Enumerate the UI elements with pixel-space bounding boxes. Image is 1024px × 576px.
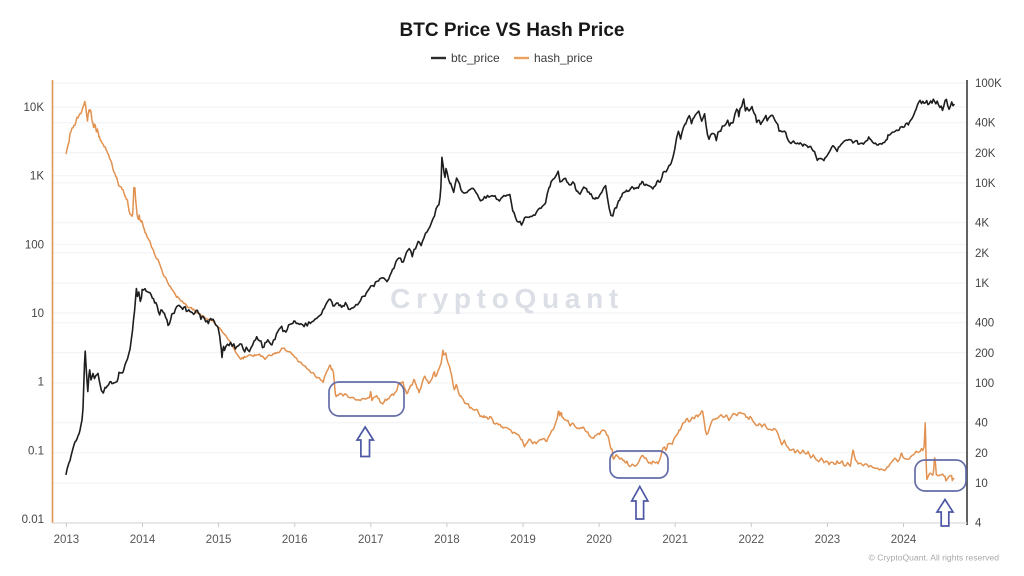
svg-text:2015: 2015 bbox=[206, 534, 232, 546]
svg-text:1: 1 bbox=[38, 377, 44, 389]
svg-text:1K: 1K bbox=[975, 278, 989, 290]
svg-text:2016: 2016 bbox=[282, 534, 308, 546]
svg-text:BTC Price VS Hash Price: BTC Price VS Hash Price bbox=[400, 20, 625, 41]
svg-text:2019: 2019 bbox=[510, 534, 536, 546]
svg-text:2K: 2K bbox=[975, 248, 989, 260]
svg-text:10: 10 bbox=[975, 478, 988, 490]
svg-text:2023: 2023 bbox=[815, 534, 841, 546]
svg-text:10: 10 bbox=[31, 308, 44, 320]
svg-text:2021: 2021 bbox=[662, 534, 688, 546]
svg-text:hash_price: hash_price bbox=[534, 51, 593, 65]
svg-text:400: 400 bbox=[975, 318, 994, 330]
svg-text:4: 4 bbox=[975, 518, 982, 530]
svg-text:© CryptoQuant. All rights rese: © CryptoQuant. All rights reserved bbox=[868, 553, 999, 563]
svg-text:2017: 2017 bbox=[358, 534, 384, 546]
svg-text:2024: 2024 bbox=[891, 534, 917, 546]
svg-text:CryptoQuant: CryptoQuant bbox=[390, 283, 624, 314]
svg-text:40: 40 bbox=[975, 418, 988, 430]
svg-text:2018: 2018 bbox=[434, 534, 460, 546]
svg-text:2020: 2020 bbox=[586, 534, 612, 546]
svg-text:10K: 10K bbox=[24, 102, 45, 114]
svg-text:20: 20 bbox=[975, 448, 988, 460]
svg-text:20K: 20K bbox=[975, 148, 996, 160]
svg-text:100: 100 bbox=[975, 378, 994, 390]
svg-text:2013: 2013 bbox=[54, 534, 80, 546]
svg-text:0.01: 0.01 bbox=[22, 514, 44, 526]
svg-text:btc_price: btc_price bbox=[451, 51, 500, 65]
svg-text:10K: 10K bbox=[975, 178, 996, 190]
svg-text:4K: 4K bbox=[975, 218, 989, 230]
svg-text:2022: 2022 bbox=[739, 534, 765, 546]
svg-text:200: 200 bbox=[975, 348, 994, 360]
svg-text:100: 100 bbox=[25, 239, 44, 251]
svg-text:40K: 40K bbox=[975, 118, 996, 130]
svg-text:2014: 2014 bbox=[130, 534, 156, 546]
svg-text:100K: 100K bbox=[975, 78, 1002, 90]
svg-text:0.1: 0.1 bbox=[28, 445, 44, 457]
svg-text:1K: 1K bbox=[30, 171, 44, 183]
